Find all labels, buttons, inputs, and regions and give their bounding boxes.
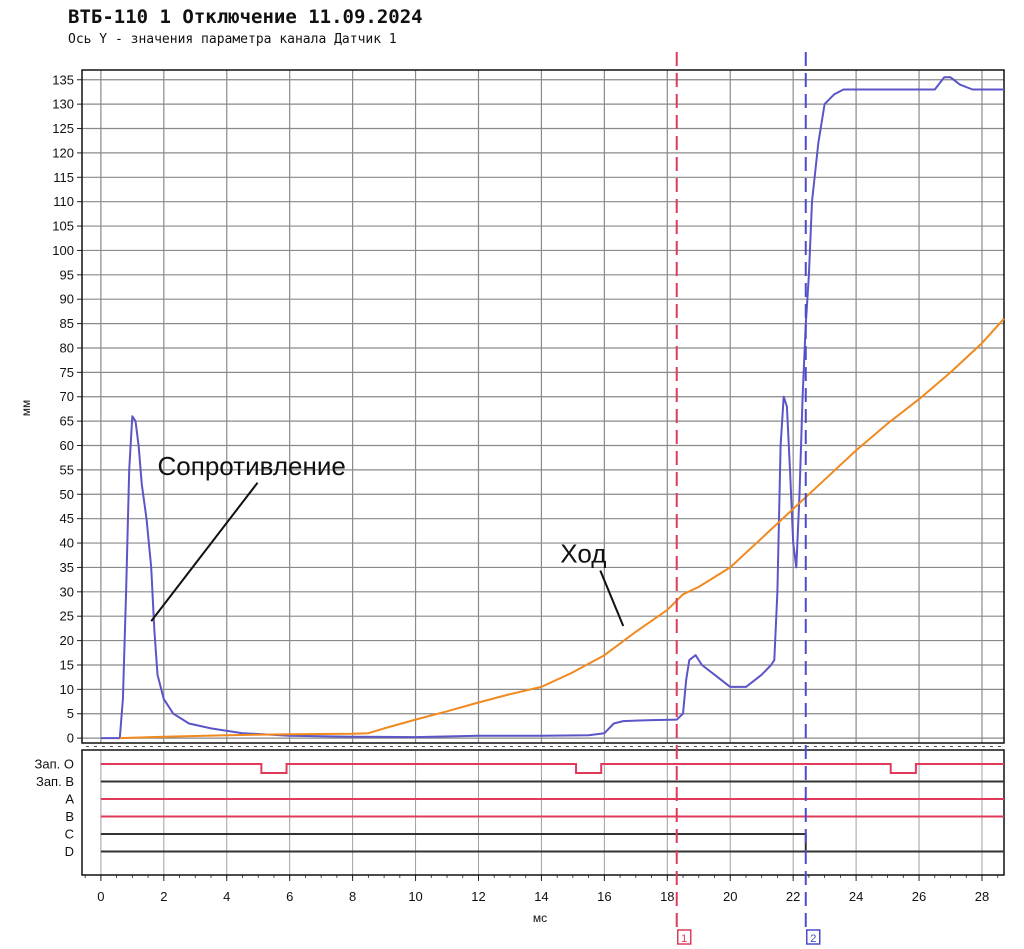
y-tick-label: 45 xyxy=(60,511,74,526)
y-tick-label: 35 xyxy=(60,560,74,575)
y-tick-label: 25 xyxy=(60,609,74,624)
y-tick-label: 110 xyxy=(53,194,74,209)
digital-channel-label: D xyxy=(65,844,74,859)
y-tick-label: 135 xyxy=(52,72,74,87)
grid xyxy=(77,70,1004,881)
y-tick-label: 15 xyxy=(60,657,74,672)
y-tick-label: 55 xyxy=(60,462,74,477)
y-tick-label: 30 xyxy=(60,584,74,599)
x-tick-label: 2 xyxy=(160,889,167,904)
series-line xyxy=(100,76,1004,740)
digital-channel-label: Зап. B xyxy=(36,774,74,789)
x-tick-label: 18 xyxy=(660,889,674,904)
digital-channel-trace xyxy=(100,833,1004,853)
y-tick-label: 85 xyxy=(60,316,74,331)
x-tick-label: 26 xyxy=(912,889,926,904)
x-tick-label: 24 xyxy=(849,889,863,904)
x-tick-label: 0 xyxy=(97,889,104,904)
y-tick-label: 60 xyxy=(60,438,74,453)
y-tick-label: 120 xyxy=(52,145,74,160)
series-lines xyxy=(100,76,1005,740)
x-tick-label: 4 xyxy=(223,889,230,904)
plot-frames xyxy=(81,69,1005,876)
y-tick-label: 115 xyxy=(53,170,74,185)
digital-channel-label: C xyxy=(65,827,74,842)
cursor-label: 1 xyxy=(681,933,687,945)
y-tick-label: 80 xyxy=(60,340,74,355)
digital-channel-trace xyxy=(100,763,1004,774)
x-tick-label: 14 xyxy=(534,889,548,904)
digital-channel-label: B xyxy=(65,809,74,824)
y-tick-label: 130 xyxy=(52,97,74,112)
y-tick-label: 105 xyxy=(52,219,74,234)
digital-channel-label: Зап. O xyxy=(35,757,74,772)
x-tick-label: 10 xyxy=(408,889,422,904)
annotations: Сопротивление Ход xyxy=(150,451,625,627)
cursor-marker xyxy=(676,929,692,945)
y-tick-label: 5 xyxy=(67,706,74,721)
x-tick-label: 28 xyxy=(975,889,989,904)
y-tick-labels: 0 5 10 15 20 25 30 35 40 45 50 55 60 65 70 75 80 85 90 95 10… xyxy=(52,72,74,745)
annotation-leader xyxy=(599,570,625,627)
y-tick-label: 10 xyxy=(60,682,74,697)
y-tick-label: 90 xyxy=(60,292,74,307)
y-axis-label: мм xyxy=(19,400,33,417)
x-tick-label: 22 xyxy=(786,889,800,904)
y-tick-label: 0 xyxy=(67,731,74,746)
y-tick-label: 100 xyxy=(52,243,74,258)
annotation-label: Ход xyxy=(560,539,606,569)
y-tick-label: 65 xyxy=(60,414,74,429)
digital-channel-label: A xyxy=(65,792,74,807)
cursor-marker xyxy=(806,929,821,945)
x-tick-labels: 0 2 4 6 8 10 12 14 16 18 20 22 24 26 28 xyxy=(97,889,989,904)
chart-subtitle: Ось Y - значения параметра канала Датчик… xyxy=(68,32,397,47)
annotation-leader xyxy=(150,482,259,622)
series-line xyxy=(119,318,1005,740)
x-tick-label: 12 xyxy=(471,889,485,904)
x-tick-label: 20 xyxy=(723,889,737,904)
x-axis-label: мс xyxy=(533,911,547,925)
y-tick-label: 125 xyxy=(52,121,74,136)
y-tick-label: 75 xyxy=(60,365,74,380)
y-tick-label: 50 xyxy=(60,487,74,502)
x-tick-label: 8 xyxy=(349,889,356,904)
x-tick-label: 16 xyxy=(597,889,611,904)
chart-title: ВТБ-110 1 Отключение 11.09.2024 xyxy=(68,6,423,28)
y-tick-label: 20 xyxy=(60,633,74,648)
y-tick-label: 70 xyxy=(60,389,74,404)
y-tick-label: 95 xyxy=(60,267,74,282)
analog-plot-frame xyxy=(81,69,1005,744)
x-tick-label: 6 xyxy=(286,889,293,904)
y-tick-label: 40 xyxy=(60,536,74,551)
annotation-label: Сопротивление xyxy=(158,451,346,481)
digital-plot-frame xyxy=(81,749,1005,876)
cursor-label: 2 xyxy=(810,933,816,945)
